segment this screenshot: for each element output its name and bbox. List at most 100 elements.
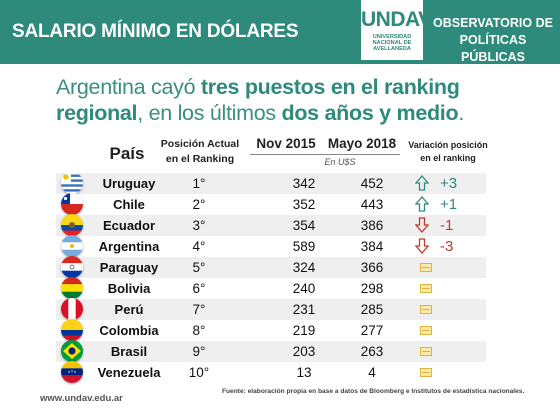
equal-icon (420, 347, 432, 356)
salary-nov-2015: 352 (292, 197, 316, 212)
chile-flag-icon (61, 193, 83, 215)
table-row: Chile 2° 352 443 (56, 194, 486, 215)
ranking-position: 9° (192, 344, 206, 359)
salary-nov-2015: 354 (292, 218, 316, 233)
salary-nov-2015: 324 (292, 260, 316, 275)
country-name: Ecuador (102, 218, 155, 233)
equal-icon (420, 368, 432, 377)
logo-sub-line-1: UNIVERSIDAD (372, 34, 412, 40)
header-variacion-line-2: en el ranking (420, 153, 476, 163)
header-divider (250, 154, 400, 155)
salary-may-2018: 443 (360, 197, 384, 212)
brazil-flag-icon (61, 340, 83, 362)
country-name: Argentina (98, 239, 160, 254)
header-variacion: Variación posición en el ranking (398, 139, 498, 165)
salary-may-2018: 298 (360, 281, 384, 296)
logo-text: UNDAV (361, 8, 432, 31)
header-bar: SALARIO MÍNIMO EN DÓLARES UNDAV UNIVERSI… (0, 0, 560, 64)
header-posicion-line-2: en el Ranking (165, 153, 235, 165)
salary-may-2018: 386 (360, 218, 384, 233)
page-title: SALARIO MÍNIMO EN DÓLARES (12, 21, 299, 42)
arrow-down-icon (415, 217, 429, 233)
variation-value: +3 (440, 175, 458, 192)
table-row: Brasil 9° 203 263 (56, 341, 486, 362)
arrow-down-icon (415, 238, 429, 254)
country-name: Venezuela (97, 365, 161, 380)
header-variacion-line-1: Variación posición (408, 140, 488, 150)
salary-nov-2015: 13 (296, 365, 312, 380)
ranking-position: 2° (192, 197, 206, 212)
salary-may-2018: 285 (360, 302, 384, 317)
table-row: Perú 7° 231 285 (56, 299, 486, 320)
equal-icon (420, 284, 432, 293)
observatorio-label: OBSERVATORIO DE POLÍTICAS PÚBLICAS (428, 15, 558, 66)
headline-bold-2: dos años y medio (281, 101, 459, 125)
country-name: Paraguay (99, 260, 159, 275)
ranking-position: 4° (192, 239, 206, 254)
salary-may-2018: 277 (360, 323, 384, 338)
header-posicion-line-1: Posición Actual (160, 138, 240, 150)
ranking-position: 5° (192, 260, 206, 275)
country-name: Chile (113, 197, 145, 212)
undav-logo: UNDAV UNIVERSIDAD NACIONAL DE AVELLANEDA (361, 0, 432, 64)
equal-icon (420, 326, 432, 335)
salary-nov-2015: 240 (292, 281, 316, 296)
header-pais: País (109, 144, 145, 163)
ranking-position: 1° (192, 176, 206, 191)
arrow-up-icon (415, 175, 429, 191)
equal-icon (420, 263, 432, 272)
salary-nov-2015: 231 (292, 302, 316, 317)
ranking-position: 3° (192, 218, 206, 233)
salary-nov-2015: 219 (292, 323, 316, 338)
headline-part-1: Argentina cayó (56, 75, 201, 99)
salary-may-2018: 384 (360, 239, 384, 254)
ranking-position: 6° (192, 281, 206, 296)
variation-value: -1 (440, 217, 454, 234)
footer-url: www.undav.edu.ar (40, 393, 123, 404)
bolivia-flag-icon (61, 277, 83, 299)
observatorio-line-2: POLÍTICAS PÚBLICAS (459, 33, 527, 64)
salary-may-2018: 263 (360, 344, 384, 359)
country-name: Bolivia (107, 281, 151, 296)
table-row: Bolivia 6° 240 298 (56, 278, 486, 299)
footer-source: Fuente: elaboración propia en base a dat… (222, 388, 525, 395)
logo-sub-line-3: AVELLANEDA (373, 46, 411, 52)
paraguay-flag-icon (61, 256, 83, 278)
ranking-position: 10° (188, 365, 210, 380)
colombia-flag-icon (61, 319, 83, 341)
salary-nov-2015: 589 (292, 239, 316, 254)
variation-value: -3 (440, 238, 454, 255)
ranking-position: 7° (192, 302, 206, 317)
table-row: Paraguay 5° 324 366 (56, 257, 486, 278)
observatorio-line-1: OBSERVATORIO DE (433, 16, 553, 30)
salary-may-2018: 4 (368, 365, 376, 380)
table-row: Colombia 8° 219 277 (56, 320, 486, 341)
table-row: Venezuela 10° 13 4 (56, 362, 486, 383)
equal-icon (420, 305, 432, 314)
variation-value: +1 (440, 196, 458, 213)
header-mayo-2018: Mayo 2018 (327, 136, 397, 151)
table-row: Ecuador 3° 354 386 (56, 215, 486, 236)
salary-may-2018: 366 (360, 260, 384, 275)
unit-label: En U$S (324, 157, 356, 167)
country-name: Colombia (99, 323, 159, 338)
argentina-flag-icon (61, 235, 83, 257)
salary-nov-2015: 342 (292, 176, 316, 191)
venezuela-flag-icon (61, 361, 83, 383)
salary-nov-2015: 203 (292, 344, 316, 359)
salary-may-2018: 452 (360, 176, 384, 191)
logo-sub-line-2: NACIONAL DE (372, 40, 412, 46)
headline-part-2: , en los últimos (137, 101, 282, 125)
country-name: Brasil (110, 344, 148, 359)
uruguay-flag-icon (61, 172, 83, 194)
table-row: Argentina 4° 589 384 (56, 236, 486, 257)
headline: Argentina cayó tres puestos en el rankin… (56, 74, 526, 126)
headline-bold-1: tres puestos en el ranking regional (56, 75, 460, 125)
country-name: Perú (114, 302, 144, 317)
arrow-up-icon (415, 196, 429, 212)
ranking-position: 8° (192, 323, 206, 338)
headline-part-3: . (458, 101, 464, 125)
ecuador-flag-icon (61, 214, 83, 236)
country-name: Uruguay (102, 176, 156, 191)
header-posicion: Posición Actual en el Ranking (154, 137, 246, 167)
